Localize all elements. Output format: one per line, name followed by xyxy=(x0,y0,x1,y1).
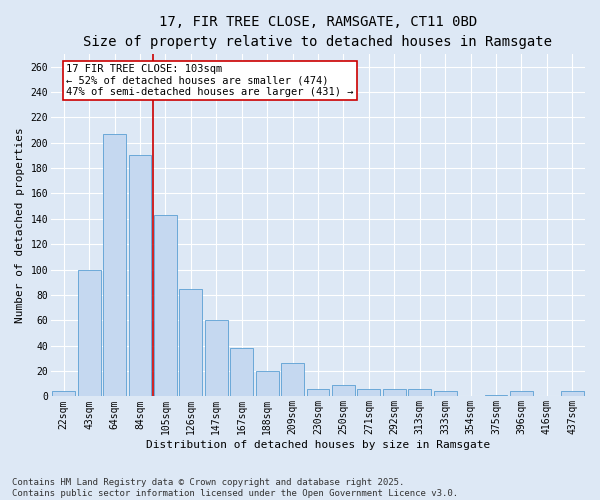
Bar xyxy=(281,364,304,396)
Bar xyxy=(128,156,151,396)
Bar xyxy=(205,320,228,396)
Bar xyxy=(307,389,329,396)
Bar xyxy=(154,215,177,396)
Text: Contains HM Land Registry data © Crown copyright and database right 2025.
Contai: Contains HM Land Registry data © Crown c… xyxy=(12,478,458,498)
Bar xyxy=(510,392,533,396)
Bar xyxy=(256,371,278,396)
Bar xyxy=(485,395,508,396)
Bar xyxy=(408,389,431,396)
Bar xyxy=(77,270,101,396)
Title: 17, FIR TREE CLOSE, RAMSGATE, CT11 0BD
Size of property relative to detached hou: 17, FIR TREE CLOSE, RAMSGATE, CT11 0BD S… xyxy=(83,15,553,48)
Bar xyxy=(358,389,380,396)
Bar xyxy=(332,385,355,396)
Bar xyxy=(179,288,202,397)
Y-axis label: Number of detached properties: Number of detached properties xyxy=(15,127,25,323)
Bar xyxy=(561,392,584,396)
X-axis label: Distribution of detached houses by size in Ramsgate: Distribution of detached houses by size … xyxy=(146,440,490,450)
Bar xyxy=(52,392,75,396)
Bar xyxy=(103,134,126,396)
Bar xyxy=(230,348,253,397)
Bar xyxy=(383,389,406,396)
Text: 17 FIR TREE CLOSE: 103sqm
← 52% of detached houses are smaller (474)
47% of semi: 17 FIR TREE CLOSE: 103sqm ← 52% of detac… xyxy=(66,64,354,97)
Bar xyxy=(434,392,457,396)
